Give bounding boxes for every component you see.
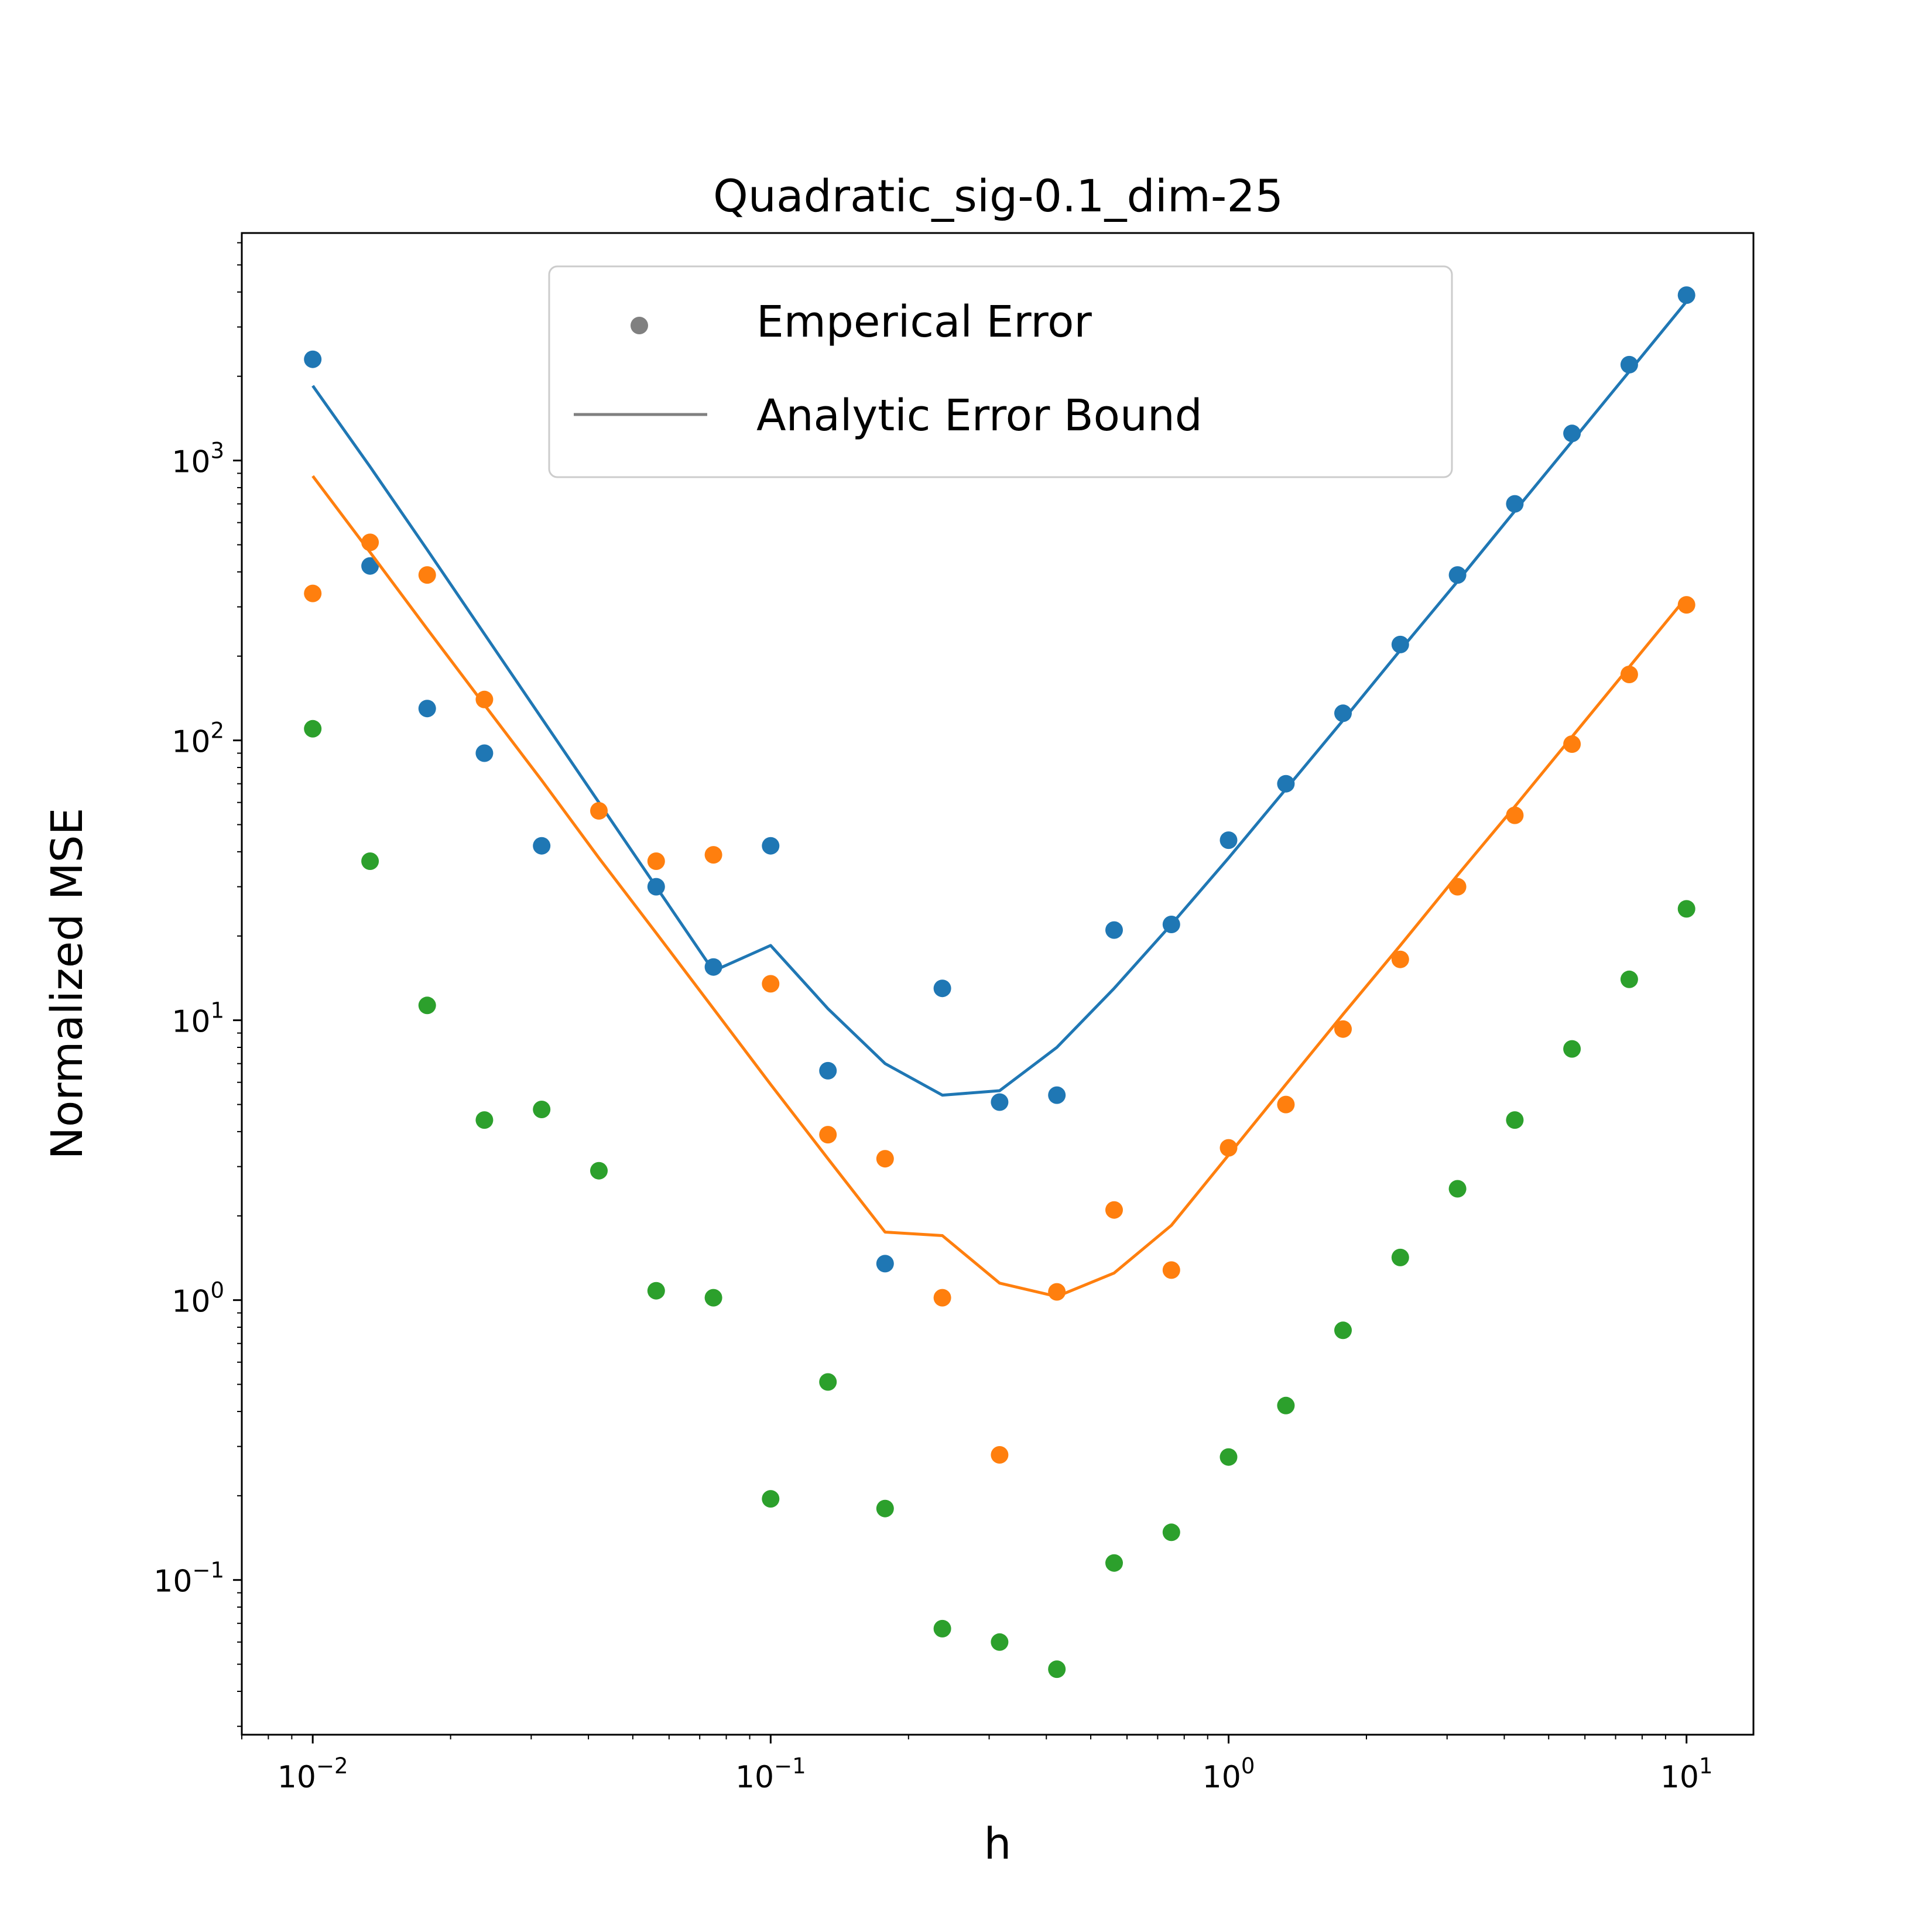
series-3-point: [1563, 1040, 1581, 1058]
series-1-point: [876, 1255, 894, 1273]
series-2-bound-line: [311, 475, 1688, 1299]
series-3-point: [1620, 970, 1638, 988]
y-tick-label: 101: [172, 998, 224, 1040]
x-tick-label: 101: [1660, 1753, 1713, 1795]
series-3-point: [1506, 1111, 1524, 1129]
series-2-point: [933, 1289, 951, 1307]
series-1-point: [1220, 831, 1238, 849]
x-tick-label: 100: [1203, 1753, 1255, 1795]
series-2-point: [704, 846, 722, 864]
series-1-point: [1563, 424, 1581, 443]
legend-frame: [548, 265, 1453, 478]
series-3-point: [1334, 1321, 1352, 1340]
series-2-point: [475, 690, 494, 708]
series-1-point: [991, 1093, 1009, 1111]
series-1-point: [1105, 921, 1123, 939]
series-3-point: [361, 852, 379, 870]
series-3-point: [991, 1633, 1009, 1651]
series-2-point: [1334, 1020, 1352, 1038]
series-2-point: [1220, 1139, 1238, 1157]
y-axis-ticks: 10−1 100 101 102 103: [153, 242, 242, 1727]
series-3-point: [1277, 1396, 1295, 1414]
series-3-point: [475, 1111, 494, 1129]
series-2-point: [1448, 878, 1467, 896]
series-1-point: [1048, 1086, 1066, 1104]
series-3-point: [1162, 1523, 1180, 1542]
series-3-point: [704, 1289, 722, 1307]
series-3-point: [876, 1499, 894, 1517]
series-2-point: [1620, 666, 1638, 683]
series-3-point: [533, 1101, 551, 1118]
series-1-point: [1162, 916, 1180, 933]
series-2-point: [876, 1150, 894, 1168]
series-3-point: [819, 1373, 837, 1391]
series-1-point: [533, 837, 551, 855]
series-1-point: [819, 1061, 837, 1080]
series-2-point: [1048, 1283, 1066, 1301]
plot-marks: [304, 286, 1695, 1678]
series-2-point: [819, 1126, 837, 1144]
x-axis-label: h: [984, 1819, 1012, 1869]
series-3-point: [647, 1282, 665, 1300]
series-3-point: [762, 1490, 780, 1508]
series-3-point: [1105, 1554, 1123, 1572]
plot-frame: [241, 232, 1755, 1736]
series-1-point: [704, 958, 722, 976]
legend: Emperical Error Analytic Error Bound: [548, 265, 1453, 478]
chart-title: Quadratic_sig-0.1_dim-25: [713, 170, 1283, 222]
series-1-point: [418, 700, 436, 718]
series-1-point: [762, 837, 780, 855]
x-axis-ticks: 10−2 10−1 100 101: [241, 1735, 1713, 1795]
series-1-point: [1277, 775, 1295, 793]
series-2-point: [1277, 1095, 1295, 1114]
series-2-point: [361, 533, 379, 551]
series-2-point: [1506, 806, 1524, 824]
y-tick-label: 10−1: [153, 1558, 224, 1599]
series-1-point: [647, 878, 665, 896]
series-2-point: [991, 1446, 1009, 1464]
series-2-point: [1391, 950, 1409, 968]
series-2-point: [590, 802, 608, 820]
series-2-point: [1677, 596, 1695, 614]
series-3-point: [1391, 1248, 1409, 1266]
series-1-point: [1620, 355, 1638, 374]
series-3-point: [1048, 1660, 1066, 1678]
y-axis-label: Normalized MSE: [42, 808, 93, 1160]
y-tick-label: 103: [172, 439, 224, 480]
series-3-point: [418, 996, 436, 1015]
series-1-point: [304, 350, 322, 368]
x-tick-label: 10−1: [735, 1753, 806, 1795]
legend-label-analytic: Analytic Error Bound: [756, 390, 1203, 441]
series-3-point: [1448, 1180, 1467, 1198]
legend-dot-icon: [631, 317, 648, 334]
series-2-point: [1105, 1201, 1123, 1219]
series-1-point: [1334, 704, 1352, 722]
series-1-point: [933, 979, 951, 998]
series-3-point: [304, 720, 322, 738]
series-2-point: [1162, 1261, 1180, 1279]
series-1-point: [1506, 495, 1524, 513]
series-3-point: [933, 1619, 951, 1638]
series-3-point: [1220, 1448, 1238, 1466]
series-2-point: [647, 852, 665, 870]
series-1-point: [475, 744, 494, 762]
series-3-point: [1677, 900, 1695, 918]
series-1-point: [1677, 286, 1695, 304]
series-1-point: [1391, 635, 1409, 653]
legend-label-empirical: Emperical Error: [756, 297, 1092, 347]
series-1-point: [361, 557, 379, 575]
series-2-point: [762, 975, 780, 993]
y-tick-label: 102: [172, 718, 224, 760]
y-tick-label: 100: [172, 1278, 224, 1320]
series-1-point: [1448, 566, 1467, 584]
series-2-point: [418, 566, 436, 584]
series-2-point: [304, 584, 322, 602]
x-tick-label: 10−2: [278, 1753, 348, 1795]
series-2-point: [1563, 735, 1581, 753]
series-3-point: [590, 1162, 608, 1180]
